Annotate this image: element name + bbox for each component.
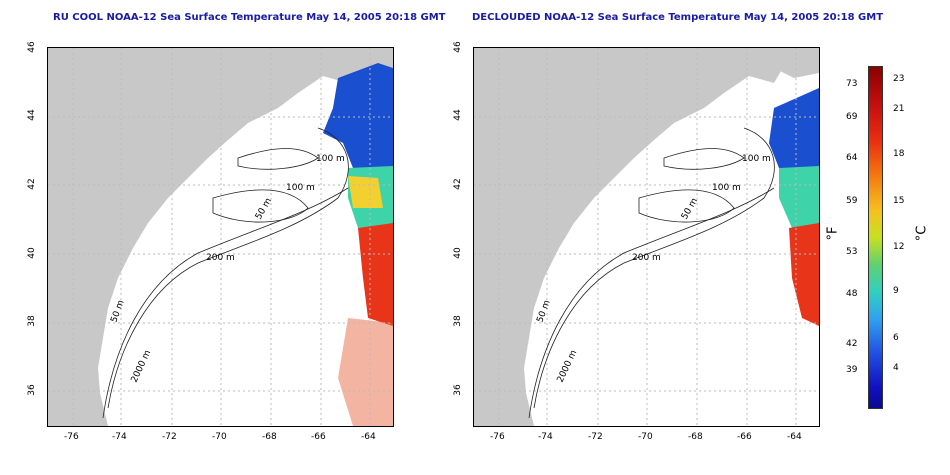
colorbar-label-c: 18 — [893, 149, 905, 159]
y-tick: 38 — [27, 315, 37, 327]
contour-label-2000m: 2000 m — [556, 349, 580, 385]
y-tick: 44 — [27, 109, 37, 121]
sst-cold-water — [769, 88, 819, 173]
sst-warm-water — [358, 223, 393, 326]
x-tick: -66 — [737, 432, 752, 442]
contour-label-50m-2: 50 m — [109, 299, 126, 324]
colorbar-label-c: 9 — [893, 286, 899, 296]
right-sst-map: 100 m 100 m 50 m 200 m 50 m 2000 m — [473, 47, 820, 427]
x-tick: -70 — [638, 432, 653, 442]
x-tick: -70 — [212, 432, 227, 442]
y-tick: 36 — [453, 384, 463, 396]
y-tick: 38 — [453, 315, 463, 327]
y-tick: 42 — [27, 178, 37, 190]
sst-cold-water — [323, 63, 393, 173]
y-tick: 46 — [453, 41, 463, 53]
colorbar-label-f: 73 — [846, 79, 858, 89]
y-tick: 44 — [453, 109, 463, 121]
left-map-graphic: 100 m 100 m 50 m 200 m 50 m 2000 m — [48, 48, 393, 426]
x-tick: -72 — [588, 432, 603, 442]
contour-label-200m: 200 m — [632, 253, 661, 263]
sst-warm-water — [789, 223, 819, 326]
colorbar-label-f: 53 — [846, 247, 858, 257]
right-map-graphic: 100 m 100 m 50 m 200 m 50 m 2000 m — [474, 48, 819, 426]
right-map-title: DECLOUDED NOAA-12 Sea Surface Temperatur… — [472, 12, 884, 23]
sst-transition — [348, 176, 383, 208]
colorbar-label-c: 15 — [893, 196, 905, 206]
colorbar-label-f: 69 — [846, 112, 858, 122]
colorbar-label-f: 64 — [846, 153, 858, 163]
contour-label-200m: 200 m — [206, 253, 235, 263]
x-tick: -76 — [490, 432, 505, 442]
contour-label-100m-2: 100 m — [712, 183, 741, 193]
colorbar-label-f: 59 — [846, 196, 858, 206]
celsius-unit-label: °C — [914, 225, 930, 242]
colorbar-label-c: 23 — [893, 74, 905, 84]
x-tick: -72 — [162, 432, 177, 442]
left-sst-map: 100 m 100 m 50 m 200 m 50 m 2000 m — [47, 47, 394, 427]
x-tick: -74 — [538, 432, 553, 442]
colorbar-label-f: 48 — [846, 289, 858, 299]
land-mass — [474, 48, 819, 426]
y-tick: 36 — [27, 384, 37, 396]
contour-label-2000m: 2000 m — [130, 349, 154, 385]
y-tick: 40 — [27, 247, 37, 259]
land-mass — [48, 48, 393, 426]
colorbar-label-c: 12 — [893, 242, 905, 252]
contour-label-100m: 100 m — [316, 154, 345, 164]
colorbar-label-c: 21 — [893, 104, 905, 114]
x-tick: -66 — [311, 432, 326, 442]
y-tick: 40 — [453, 247, 463, 259]
contour-label-100m-2: 100 m — [286, 183, 315, 193]
y-tick: 42 — [453, 178, 463, 190]
x-tick: -64 — [361, 432, 376, 442]
x-tick: -64 — [787, 432, 802, 442]
temperature-colorbar — [868, 66, 883, 409]
sst-cool-water — [779, 166, 819, 228]
fahrenheit-unit-label: °F — [825, 226, 841, 241]
sst-warm-scatter — [338, 318, 393, 426]
land-north — [714, 48, 819, 78]
x-tick: -68 — [688, 432, 703, 442]
y-tick: 46 — [27, 41, 37, 53]
colorbar-label-f: 42 — [846, 339, 858, 349]
x-tick: -68 — [262, 432, 277, 442]
contour-label-100m: 100 m — [742, 154, 771, 164]
left-map-title: RU COOL NOAA-12 Sea Surface Temperature … — [53, 12, 446, 23]
colorbar-label-c: 4 — [893, 363, 899, 373]
colorbar-label-f: 39 — [846, 365, 858, 375]
contour-label-50m-2: 50 m — [535, 299, 552, 324]
x-tick: -74 — [112, 432, 127, 442]
colorbar-label-c: 6 — [893, 333, 899, 343]
x-tick: -76 — [64, 432, 79, 442]
